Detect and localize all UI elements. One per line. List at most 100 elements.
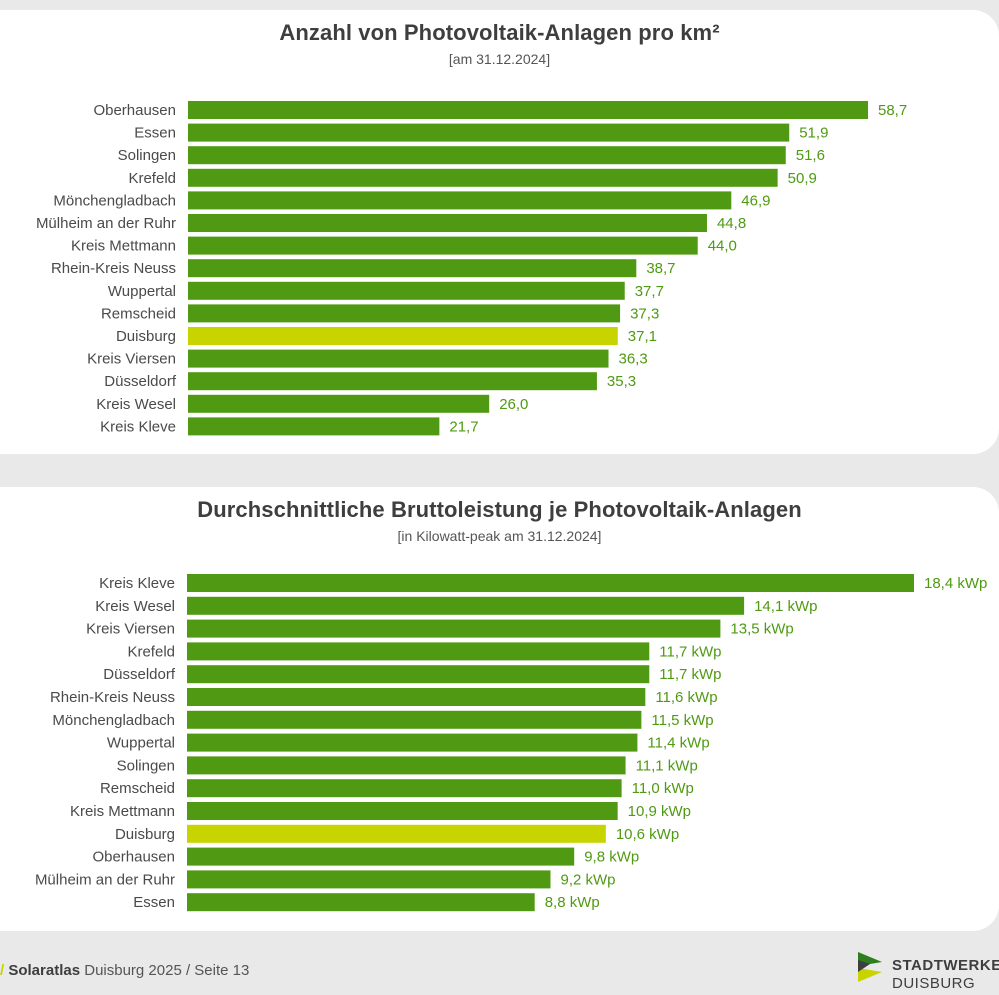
category-label: Krefeld bbox=[128, 170, 176, 187]
category-label: Kreis Wesel bbox=[96, 396, 176, 413]
category-label: Mönchengladbach bbox=[52, 712, 175, 729]
bar bbox=[187, 619, 721, 638]
category-label: Oberhausen bbox=[92, 849, 175, 866]
value-label: 11,5 kWp bbox=[651, 712, 713, 729]
value-label: 51,9 bbox=[799, 125, 828, 142]
footer-slash: / bbox=[0, 962, 5, 979]
bar bbox=[188, 191, 732, 210]
category-label: Wuppertal bbox=[107, 735, 175, 752]
bar bbox=[188, 123, 790, 142]
bar-highlighted bbox=[187, 824, 606, 843]
chart-panel-avg-power: Durchschnittliche Bruttoleistung je Phot… bbox=[0, 487, 999, 931]
footer-brand: Solaratlas bbox=[8, 962, 81, 979]
stadtwerke-logo: STADTWERKE DUISBURG bbox=[856, 950, 999, 995]
category-label: Essen bbox=[133, 894, 175, 911]
value-label: 35,3 bbox=[607, 373, 636, 390]
bar bbox=[188, 394, 490, 413]
bar bbox=[188, 214, 707, 232]
bar bbox=[187, 802, 618, 820]
stadtwerke-logo-icon bbox=[858, 952, 882, 982]
bar bbox=[188, 146, 786, 165]
bar bbox=[187, 870, 551, 889]
category-label: Remscheid bbox=[100, 780, 175, 797]
value-label: 8,8 kWp bbox=[545, 894, 600, 911]
bar bbox=[188, 281, 625, 300]
value-label: 11,1 kWp bbox=[636, 757, 698, 774]
value-label: 44,0 bbox=[708, 238, 737, 255]
chart-title: Anzahl von Photovoltaik-Anlagen pro km² bbox=[279, 20, 720, 45]
bar bbox=[188, 168, 778, 187]
bar bbox=[188, 417, 440, 436]
bar bbox=[188, 372, 597, 391]
value-label: 36,3 bbox=[619, 351, 648, 368]
value-label: 11,7 kWp bbox=[659, 666, 721, 683]
bar bbox=[187, 779, 622, 798]
value-label: 10,6 kWp bbox=[616, 826, 679, 843]
value-label: 11,4 kWp bbox=[647, 735, 709, 752]
category-label: Duisburg bbox=[115, 826, 175, 843]
bar bbox=[187, 756, 626, 775]
category-label: Solingen bbox=[117, 757, 175, 774]
value-label: 21,7 bbox=[449, 418, 478, 435]
bar-chart-avg-power: Kreis Kleve 18,4 kWp Kreis Wesel 14,1 kWp Kr… bbox=[35, 574, 987, 912]
bar-chart-pv-density: Oberhausen 58,7 Essen 51,9 Solingen 51,6 Krefe… bbox=[36, 101, 907, 436]
category-label: Düsseldorf bbox=[103, 666, 176, 683]
value-label: 18,4 kWp bbox=[924, 575, 987, 592]
category-label: Remscheid bbox=[101, 305, 176, 322]
chart-subtitle: [am 31.12.2024] bbox=[448, 51, 551, 67]
bar bbox=[188, 349, 609, 368]
bar bbox=[187, 642, 650, 661]
category-label: Kreis Mettmann bbox=[70, 803, 175, 820]
category-label: Kreis Kleve bbox=[100, 418, 176, 435]
value-label: 50,9 bbox=[788, 170, 817, 187]
value-label: 37,1 bbox=[628, 328, 657, 345]
value-label: 58,7 bbox=[878, 102, 907, 119]
value-label: 37,7 bbox=[635, 283, 664, 300]
value-label: 14,1 kWp bbox=[754, 598, 817, 615]
bar bbox=[188, 236, 698, 255]
bar bbox=[187, 574, 914, 592]
bar bbox=[187, 596, 745, 615]
value-label: 9,2 kWp bbox=[561, 871, 616, 888]
value-label: 37,3 bbox=[630, 305, 659, 322]
bar bbox=[187, 893, 535, 912]
value-label: 46,9 bbox=[741, 192, 770, 209]
value-label: 44,8 bbox=[717, 215, 746, 232]
bar bbox=[187, 847, 575, 866]
value-label: 13,5 kWp bbox=[730, 621, 793, 638]
category-label: Mülheim an der Ruhr bbox=[36, 215, 176, 232]
logo-text-line2: DUISBURG bbox=[892, 975, 976, 992]
value-label: 10,9 kWp bbox=[628, 803, 691, 820]
footer-page-info: Duisburg 2025 / Seite 13 bbox=[80, 962, 250, 979]
category-label: Rhein-Kreis Neuss bbox=[50, 689, 175, 706]
footer: / Solaratlas Duisburg 2025 / Seite 13 bbox=[0, 962, 249, 979]
category-label: Kreis Kleve bbox=[99, 575, 175, 592]
bar bbox=[187, 710, 642, 729]
bar bbox=[187, 733, 638, 752]
category-label: Mülheim an der Ruhr bbox=[35, 871, 175, 888]
value-label: 9,8 kWp bbox=[584, 849, 639, 866]
value-label: 11,6 kWp bbox=[655, 689, 717, 706]
category-label: Kreis Viersen bbox=[87, 351, 176, 368]
category-label: Duisburg bbox=[116, 328, 176, 345]
bar bbox=[188, 259, 637, 278]
category-label: Wuppertal bbox=[108, 283, 176, 300]
category-label: Mönchengladbach bbox=[53, 192, 176, 209]
chart-panel-pv-density: Anzahl von Photovoltaik-Anlagen pro km² … bbox=[0, 10, 999, 454]
logo-text-line1: STADTWERKE bbox=[892, 957, 999, 974]
category-label: Krefeld bbox=[127, 643, 175, 660]
chart-subtitle: [in Kilowatt-peak am 31.12.2024] bbox=[397, 528, 602, 544]
bar bbox=[187, 688, 646, 706]
category-label: Kreis Mettmann bbox=[71, 238, 176, 255]
value-label: 11,7 kWp bbox=[659, 643, 721, 660]
bar bbox=[188, 101, 868, 119]
category-label: Düsseldorf bbox=[104, 373, 177, 390]
chart-title: Durchschnittliche Bruttoleistung je Phot… bbox=[197, 497, 802, 522]
bar-highlighted bbox=[188, 327, 618, 345]
value-label: 38,7 bbox=[646, 260, 675, 277]
value-label: 51,6 bbox=[796, 147, 825, 164]
category-label: Kreis Wesel bbox=[95, 598, 175, 615]
category-label: Oberhausen bbox=[93, 102, 176, 119]
value-label: 11,0 kWp bbox=[632, 780, 694, 797]
bar bbox=[187, 665, 650, 684]
